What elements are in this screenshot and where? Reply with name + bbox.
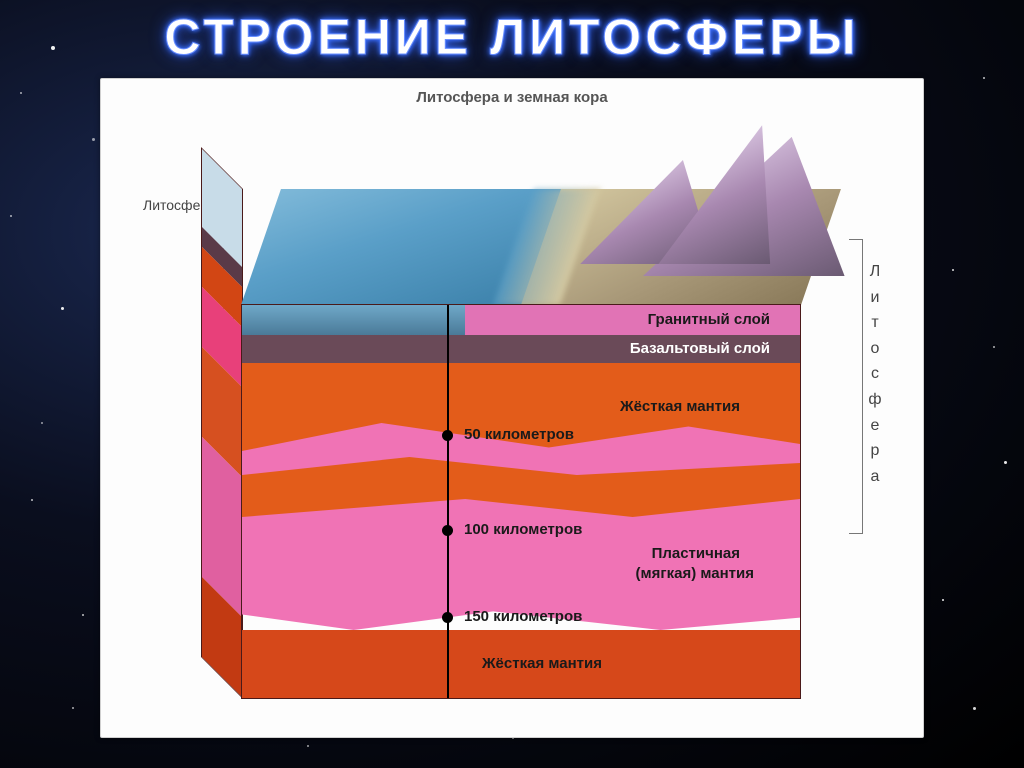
right-vertical-label: Литосфера xyxy=(867,259,883,489)
depth-label: 100 километров xyxy=(464,521,582,538)
block-side-face xyxy=(201,147,243,699)
star xyxy=(307,745,309,747)
ocean-crust-edge xyxy=(242,305,465,335)
star xyxy=(41,422,43,424)
star xyxy=(31,499,33,501)
diagram-panel: Литосфера и земная кора Литосфера Гранит… xyxy=(100,78,924,738)
star xyxy=(1004,461,1007,464)
star xyxy=(10,215,12,217)
page-title: СТРОЕНИЕ ЛИТОСФЕРЫ xyxy=(0,8,1024,66)
label-soft-mantle-2: (мягкая) мантия xyxy=(636,565,754,582)
star xyxy=(983,77,985,79)
depth-label: 50 километров xyxy=(464,426,574,443)
depth-dot xyxy=(442,612,453,623)
right-bracket xyxy=(849,239,863,534)
star xyxy=(72,707,74,709)
star xyxy=(92,138,95,141)
block-top-face xyxy=(241,189,841,305)
star xyxy=(993,346,995,348)
star xyxy=(61,307,64,310)
label-rigid-mantle-2: Жёсткая мантия xyxy=(482,655,602,672)
label-soft-mantle-1: Пластичная xyxy=(652,545,740,562)
label-granite: Гранитный слой xyxy=(648,311,770,328)
depth-axis xyxy=(447,305,449,698)
star xyxy=(973,707,976,710)
star xyxy=(82,614,84,616)
lithosphere-diagram: Литосфера Гранитный слойБазальтовый слой… xyxy=(141,139,841,699)
depth-label: 150 километров xyxy=(464,608,582,625)
depth-dot xyxy=(442,525,453,536)
label-rigid-mantle: Жёсткая мантия xyxy=(620,398,740,415)
label-basalt: Базальтовый слой xyxy=(630,340,770,357)
star xyxy=(20,92,22,94)
star xyxy=(942,599,944,601)
star xyxy=(952,269,954,271)
depth-dot xyxy=(442,430,453,441)
panel-title: Литосфера и земная кора xyxy=(101,89,923,106)
block-front-face: Гранитный слой Базальтовый слой Жёсткая ма… xyxy=(241,304,801,699)
